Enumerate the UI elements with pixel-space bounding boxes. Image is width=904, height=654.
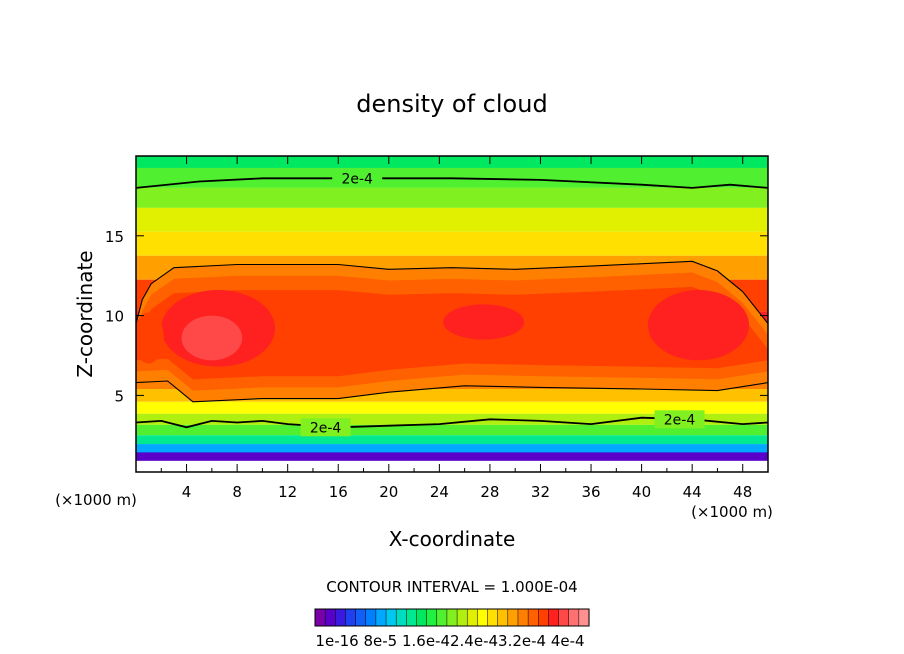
x-tick-label: 36: [581, 483, 600, 501]
y-tick-label: 5: [114, 387, 124, 405]
colorbar-swatch: [578, 608, 590, 627]
colorbar-swatch: [436, 608, 448, 627]
colorbar-swatch: [456, 608, 468, 627]
x-tick-label: 8: [232, 483, 242, 501]
x-tick-label: 4: [182, 483, 192, 501]
contour-line-top-of-core: [136, 260, 768, 324]
colorbar-swatch: [538, 608, 549, 627]
core-cell: [647, 290, 750, 361]
y-axis-label: Z-coordinate: [73, 250, 97, 377]
colorbar-swatch: [487, 608, 499, 627]
y-tick-label: 15: [105, 228, 124, 246]
x-unit-label: (×1000 m): [691, 503, 773, 521]
contour-labels: 2e-4 2e-4 2e-4: [300, 169, 705, 437]
colorbar-swatch: [375, 608, 387, 627]
contour-label-bg: [300, 418, 351, 437]
contour-band: [136, 435, 768, 445]
colorbar-swatch: [466, 608, 478, 627]
x-tick-label: 24: [430, 483, 449, 501]
chart-title: density of cloud: [356, 90, 547, 118]
x-axis-label: X-coordinate: [389, 527, 516, 551]
contour-band: [136, 207, 768, 232]
colorbar-swatch: [517, 608, 529, 627]
colorbar-swatch: [355, 608, 367, 627]
below-cloud: [136, 460, 768, 472]
colorbar-swatch: [568, 608, 580, 627]
colorbar-frame: [314, 608, 590, 627]
contour-label: 2e-4: [341, 171, 373, 187]
colorbar-swatch: [365, 608, 377, 627]
x-tick-label: 16: [329, 483, 348, 501]
colorbar-swatch: [385, 608, 397, 627]
plot-frame: [135, 155, 769, 473]
contour-band: [136, 401, 768, 414]
contour-label: 2e-4: [310, 420, 342, 436]
contour-band: [136, 187, 768, 208]
contour-line-bottom-of-core: [136, 380, 768, 403]
contour-lines: [136, 177, 768, 429]
x-tick-label: 12: [278, 483, 297, 501]
core-fill: [136, 261, 768, 472]
contour-band: [136, 444, 768, 453]
colorbar-swatch: [426, 608, 438, 627]
x-tick-label: 32: [531, 483, 550, 501]
colorbar-swatch: [527, 608, 539, 627]
y-tick-label: 10: [105, 308, 124, 326]
colorbar-swatch: [416, 608, 428, 627]
y-axis-ticks: 5 10 15: [105, 228, 768, 405]
colorbar-swatch: [345, 608, 357, 627]
x-axis-ticks: 4 8 12 16 20 24 28 32 36 40 44 48: [160, 156, 752, 501]
core-shell: [136, 286, 768, 380]
contour-label-bg: [654, 410, 705, 429]
colorbar-swatch: [548, 608, 560, 627]
core-cell: [443, 304, 525, 340]
colorbar-swatch: [314, 608, 326, 627]
colorbar-swatch: [446, 608, 458, 627]
contour-label: 2e-4: [664, 412, 696, 428]
colorbar-swatch: [477, 608, 489, 627]
x-tick-label: 48: [733, 483, 752, 501]
colorbar-swatch: [335, 608, 346, 627]
x-tick-label: 20: [379, 483, 398, 501]
plot-area: [136, 156, 768, 472]
colorbar-swatch: [497, 608, 509, 627]
colorbar-swatch: [406, 608, 418, 627]
colorbar-swatch: [558, 608, 570, 627]
contour-band: [136, 156, 768, 168]
contour-interval-text: CONTOUR INTERVAL = 1.000E-04: [326, 578, 577, 596]
contour-band: [136, 413, 768, 425]
contour-line-upper: [136, 177, 768, 189]
colorbar-swatch: [507, 608, 519, 627]
colorbar-tick-labels: 1e-16 8e-5 1.6e-42.4e-43.2e-4 4e-4: [315, 632, 584, 650]
contour-label-bg: [332, 169, 383, 188]
x-tick-label: 40: [632, 483, 651, 501]
x-tick-label: 28: [480, 483, 499, 501]
colorbar: [314, 608, 590, 627]
colorbar-swatch: [395, 608, 407, 627]
contour-band: [136, 231, 768, 256]
y-unit-label: (×1000 m): [55, 491, 137, 509]
x-tick-label: 44: [683, 483, 702, 501]
core-cell: [136, 312, 164, 364]
core-cell: [181, 315, 243, 361]
colorbar-swatch: [324, 608, 336, 627]
contour-band: [136, 424, 768, 436]
